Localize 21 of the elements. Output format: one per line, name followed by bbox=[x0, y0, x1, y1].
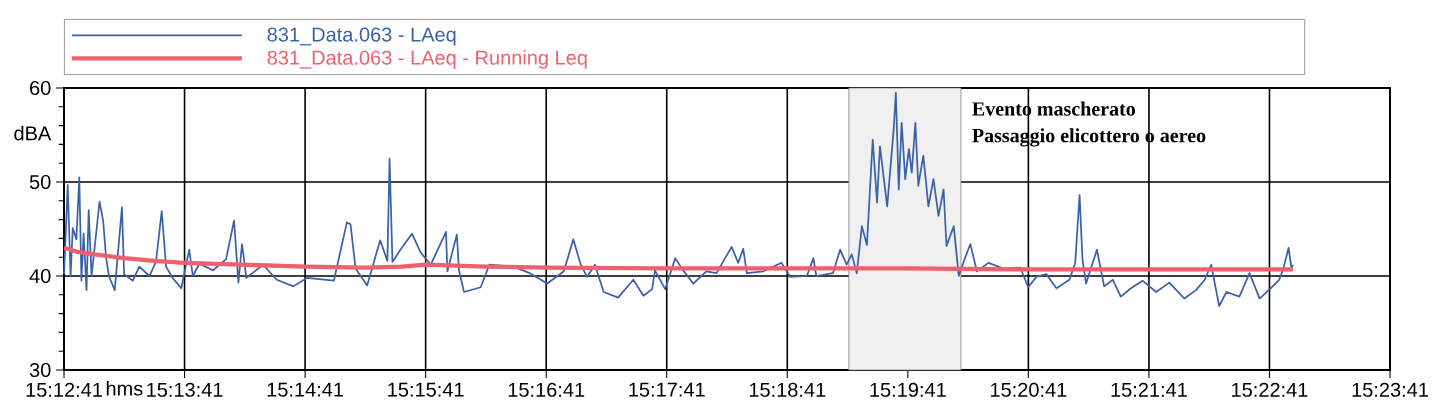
text: 831_Data.063 - LAeq bbox=[267, 27, 456, 46]
x-tick-label: 15:14:41 bbox=[267, 382, 344, 397]
x-tick-label: 15:17:41 bbox=[629, 382, 705, 397]
x-tick-label: 15:13:41 bbox=[147, 382, 223, 397]
x-tick-label: 15:21:41 bbox=[1111, 382, 1187, 397]
y-tick-label: 30 bbox=[29, 362, 51, 378]
x-tick-label: 15:15:41 bbox=[388, 382, 464, 397]
x-tick-label: 15:12:41 bbox=[26, 382, 102, 397]
y-tick-label: 40 bbox=[29, 268, 51, 284]
x-tick-label: 15:16:41 bbox=[508, 382, 585, 397]
text: 831_Data.063 - LAeq - Running Leq bbox=[267, 50, 587, 69]
x-tick-label: 15:23:41 bbox=[1352, 382, 1428, 397]
y-tick-label: 60 bbox=[30, 80, 51, 96]
x-tick-label: 15:19:41 bbox=[870, 382, 946, 397]
x-tick-label: 15:20:41 bbox=[990, 382, 1067, 397]
x-tick-label: 15:18:41 bbox=[749, 382, 826, 397]
x-axis-title: hms bbox=[106, 380, 143, 396]
y-tick-label: 50 bbox=[29, 174, 51, 190]
x-tick-label: 15:22:41 bbox=[1232, 382, 1308, 397]
line-series bbox=[63, 91, 1294, 307]
y-axis-title: dBA bbox=[14, 125, 52, 141]
